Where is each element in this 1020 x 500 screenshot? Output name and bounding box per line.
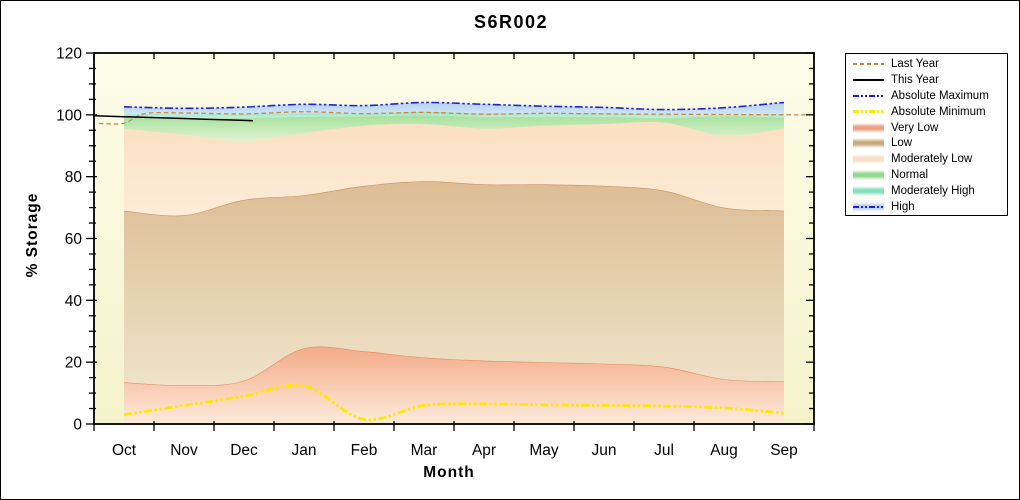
legend-item-moderately-low: Moderately Low bbox=[846, 151, 1007, 167]
tick-labels: 0 20 40 60 80 100 120 Oct Nov Dec Jan Feb Mar Apr May J… bbox=[56, 46, 798, 460]
legend-label: Moderately Low bbox=[891, 153, 973, 166]
x-tick-label: Sep bbox=[770, 442, 798, 459]
legend-label: This Year bbox=[891, 73, 939, 86]
x-tick-label: Jun bbox=[592, 442, 617, 459]
legend: Last Year This Year Absolute Maximum Absolu… bbox=[845, 53, 1008, 216]
x-tick-label: Apr bbox=[472, 442, 496, 459]
band-low bbox=[124, 181, 784, 386]
legend-swatch-this-year-line bbox=[853, 75, 884, 85]
legend-swatch-high-band bbox=[853, 201, 884, 212]
legend-item-this-year: This Year bbox=[846, 72, 1007, 88]
legend-item-low: Low bbox=[846, 135, 1007, 151]
legend-swatch-normal-band bbox=[853, 170, 884, 181]
x-tick-label: Nov bbox=[170, 442, 198, 459]
legend-swatch-moderately-low-band bbox=[853, 154, 884, 165]
x-tick-label: May bbox=[529, 442, 559, 459]
x-tick-label: Aug bbox=[710, 442, 738, 459]
legend-swatch-moderately-high-band bbox=[853, 186, 884, 197]
band-moderately-high bbox=[124, 111, 784, 119]
y-tick-label: 120 bbox=[56, 46, 82, 63]
legend-label: High bbox=[891, 200, 915, 213]
chart-title: S6R002 bbox=[473, 12, 549, 32]
line-last-year bbox=[98, 111, 815, 125]
this-year-line-sample bbox=[853, 78, 884, 81]
legend-label: Low bbox=[891, 137, 913, 150]
legend-item-moderately-high: Moderately High bbox=[846, 183, 1007, 199]
legend-label: Absolute Maximum bbox=[891, 89, 989, 102]
axis-ticks bbox=[86, 52, 815, 431]
x-tick-label: Mar bbox=[411, 442, 438, 459]
legend-label: Very Low bbox=[891, 121, 939, 134]
last-year-line-sample bbox=[853, 62, 884, 65]
normal-band-sample bbox=[853, 170, 884, 181]
moderately-low-band-sample bbox=[853, 154, 884, 165]
line-absolute-minimum bbox=[123, 383, 785, 422]
y-tick-label: 100 bbox=[56, 107, 82, 124]
legend-item-last-year: Last Year bbox=[846, 56, 1007, 72]
line-this-year bbox=[93, 115, 254, 122]
legend-swatch-last-year-line bbox=[853, 59, 884, 69]
x-tick-label: Jul bbox=[654, 442, 674, 459]
x-tick-label: Oct bbox=[112, 442, 137, 459]
very-low-band-sample bbox=[853, 122, 884, 133]
x-tick-label: Jan bbox=[292, 442, 317, 459]
band-high bbox=[124, 102, 784, 115]
legend-item-normal: Normal bbox=[846, 167, 1007, 183]
absolute-maximum-line-sample bbox=[853, 94, 884, 97]
x-tick-label: Dec bbox=[230, 442, 258, 459]
legend-label: Moderately High bbox=[891, 185, 975, 198]
y-tick-label: 60 bbox=[65, 231, 83, 248]
x-tick-label: Feb bbox=[351, 442, 378, 459]
line-absolute-maximum bbox=[123, 101, 785, 111]
legend-label: Absolute Minimum bbox=[891, 105, 986, 118]
high-line-sample bbox=[853, 205, 884, 208]
y-tick-label: 20 bbox=[65, 355, 83, 372]
legend-swatch-low-band bbox=[853, 138, 884, 149]
legend-item-very-low: Very Low bbox=[846, 120, 1007, 136]
low-band-sample bbox=[853, 138, 884, 149]
legend-label: Last Year bbox=[891, 57, 939, 70]
band-normal bbox=[124, 115, 784, 142]
legend-swatch-absolute-maximum-line bbox=[853, 91, 884, 101]
legend-item-absolute-minimum: Absolute Minimum bbox=[846, 104, 1007, 120]
y-tick-label: 0 bbox=[73, 417, 82, 434]
moderately-high-band-sample bbox=[853, 186, 884, 197]
absolute-minimum-line-sample bbox=[853, 110, 884, 114]
y-tick-label: 80 bbox=[65, 169, 83, 186]
band-moderately-low bbox=[124, 121, 784, 216]
legend-swatch-absolute-minimum-line bbox=[853, 107, 884, 117]
y-axis-label: % Storage bbox=[24, 192, 41, 278]
legend-label: Normal bbox=[891, 169, 929, 182]
legend-swatch-very-low-band bbox=[853, 122, 884, 133]
y-tick-label: 40 bbox=[65, 293, 83, 310]
x-axis-label: Month bbox=[423, 464, 475, 481]
legend-item-high: High bbox=[846, 199, 1007, 215]
legend-item-absolute-maximum: Absolute Maximum bbox=[846, 88, 1007, 104]
